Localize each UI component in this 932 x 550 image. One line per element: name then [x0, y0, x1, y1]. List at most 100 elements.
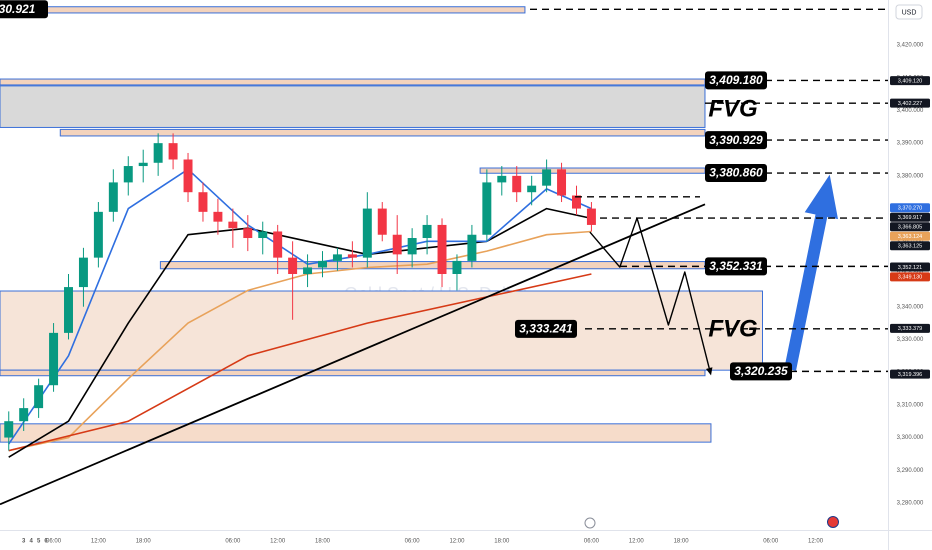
candle-body — [123, 166, 133, 183]
candle-body — [452, 260, 462, 274]
plot-area: Gold Spot / U.S. Dollar 30.9213,409.1803… — [0, 0, 888, 506]
y-tick-label: 3,390.000 — [897, 141, 924, 147]
y-tick-label: 3,380.000 — [897, 173, 924, 179]
level-label-box — [705, 71, 767, 90]
price-badge — [890, 241, 930, 251]
candle-body — [228, 221, 238, 229]
level-label-box — [515, 319, 577, 338]
price-badge-label: 3,319.396 — [898, 372, 922, 378]
candle-body — [467, 234, 477, 261]
y-tick-label: 3,420.000 — [897, 43, 924, 49]
level-label-box — [0, 0, 48, 19]
event-icon[interactable] — [584, 517, 596, 529]
price-badge-label: 3,349.130 — [898, 275, 922, 281]
candle-body — [168, 143, 178, 160]
x-tick-label: 12:00 — [449, 539, 465, 545]
price-badge — [890, 76, 930, 86]
candle-body — [482, 182, 492, 235]
level-label-box — [705, 257, 767, 276]
price-badge — [890, 272, 930, 282]
x-tick-label: 06:00 — [225, 539, 241, 545]
annotation: FVG — [708, 315, 757, 342]
x-tick-label: 3 — [22, 539, 26, 545]
zone — [0, 6, 526, 14]
level-label-box — [705, 164, 767, 183]
price-badge — [890, 369, 930, 379]
candle-body — [542, 169, 552, 186]
x-tick-label: 12:00 — [629, 539, 645, 545]
price-badge — [890, 231, 930, 241]
x-tick-label: 5 — [37, 539, 41, 545]
x-tick-label: 06:00 — [46, 539, 62, 545]
price-badge-label: 3,333.379 — [898, 326, 922, 332]
price-badge — [890, 203, 930, 213]
zone — [159, 261, 706, 270]
candle-body — [243, 228, 253, 239]
trendline — [0, 203, 706, 506]
candle-body — [49, 332, 59, 386]
candle-body — [93, 211, 103, 258]
candle-body — [19, 408, 29, 422]
candle-body — [318, 260, 327, 268]
x-tick-label: 18:00 — [494, 539, 510, 545]
price-badge-label: 3,363.125 — [898, 243, 922, 249]
level-label: 3,333.241 — [519, 321, 573, 335]
candle-body — [303, 267, 313, 274]
candle-body — [258, 231, 268, 239]
candle-body — [527, 185, 537, 193]
projection-path — [589, 217, 713, 376]
x-tick-label: 12:00 — [91, 539, 107, 545]
level-label: 3,352.331 — [709, 259, 763, 273]
price-badge-label: 3,363.124 — [898, 234, 922, 240]
y-tick-label: 3,400.000 — [897, 108, 924, 114]
y-tick-label: 3,300.000 — [897, 435, 924, 441]
level-label: 3,320.235 — [734, 364, 788, 378]
candle-body — [437, 224, 447, 274]
candle-body — [78, 257, 88, 288]
candle-body — [183, 159, 193, 193]
candle-body — [4, 421, 14, 438]
x-tick-label: 12:00 — [270, 539, 286, 545]
x-tick-label: 06:00 — [763, 539, 779, 545]
candle-body — [288, 257, 298, 274]
price-badge — [890, 212, 930, 222]
price-badge-label: 3,369.917 — [898, 215, 922, 221]
zone — [0, 85, 706, 128]
price-badge — [890, 323, 930, 333]
price-badge — [890, 222, 930, 232]
price-badge-label: 3,409.120 — [898, 78, 922, 84]
candle-body — [572, 195, 581, 209]
x-tick-label: 06:00 — [584, 539, 600, 545]
level-label: 30.921 — [0, 2, 36, 16]
price-badge-label: 3,402.227 — [898, 101, 922, 107]
x-tick-label: 6 — [44, 539, 48, 545]
candle-body — [586, 208, 596, 225]
candle-body — [392, 234, 402, 255]
level-label: 3,380.860 — [709, 166, 763, 180]
x-tick-label: 12:00 — [808, 539, 824, 545]
price-badge-label: 3,370.270 — [898, 205, 922, 211]
zone — [0, 369, 706, 377]
y-tick-label: 3,280.000 — [897, 501, 924, 507]
candle-body — [332, 254, 342, 261]
candle-body — [198, 192, 208, 212]
y-tick-label: 3,310.000 — [897, 402, 924, 408]
zone — [0, 290, 763, 371]
currency-label[interactable]: USD — [902, 9, 917, 16]
currency-button[interactable] — [895, 4, 923, 20]
x-tick-label: 18:00 — [136, 539, 152, 545]
zone — [479, 167, 706, 174]
price-badge-label: 3,366.805 — [898, 224, 922, 230]
candle-body — [512, 175, 522, 193]
x-tick-label: 4 — [29, 539, 33, 545]
candle-body — [273, 231, 283, 258]
moving-average — [8, 207, 592, 458]
level-label: 3,409.180 — [709, 73, 763, 87]
flag-icon[interactable] — [827, 516, 839, 528]
y-tick-label: 3,330.000 — [897, 337, 924, 343]
candle-body — [64, 287, 73, 333]
axes: 3,280.000 3,290.000 3,300.000 3,310.000 3,32… — [22, 43, 930, 545]
zone — [0, 78, 706, 86]
candle-body — [108, 182, 118, 212]
